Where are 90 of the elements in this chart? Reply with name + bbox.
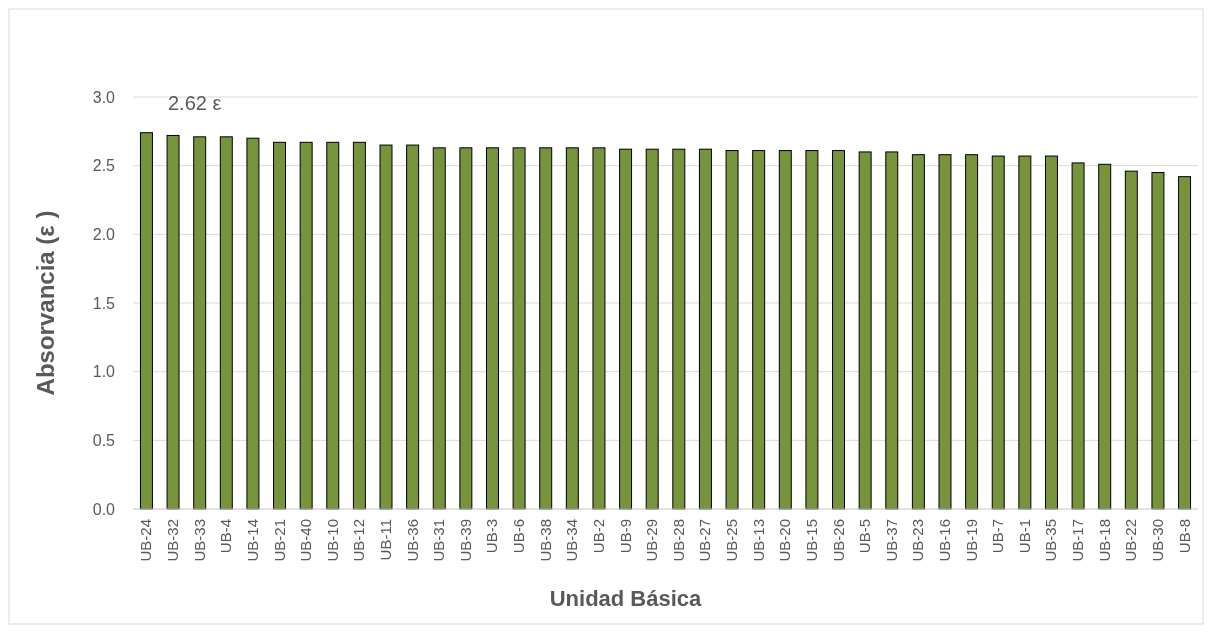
bar xyxy=(725,150,739,510)
bar xyxy=(1151,172,1165,510)
x-tick-label: UB-24 xyxy=(137,519,155,562)
x-tick-label: UB-30 xyxy=(1148,519,1166,562)
bar xyxy=(539,147,553,510)
y-tick-label: 3.0 xyxy=(92,88,116,106)
y-tick-label: 1.0 xyxy=(92,363,116,381)
x-tick-label: UB-16 xyxy=(935,519,953,562)
x-tick-label: UB-37 xyxy=(882,519,900,562)
y-tick-label: 0.5 xyxy=(92,431,116,449)
bar xyxy=(406,144,420,510)
bar xyxy=(672,148,686,510)
bar xyxy=(619,148,633,510)
bar xyxy=(991,155,1005,510)
bar xyxy=(832,150,846,510)
y-axis-title: Absorvancia (ε ) xyxy=(32,210,59,396)
x-tick-label: UB-12 xyxy=(350,519,368,562)
bar xyxy=(193,136,207,510)
x-tick-label: UB-15 xyxy=(802,519,820,562)
bar xyxy=(645,148,659,510)
bar xyxy=(805,150,819,510)
bar xyxy=(326,141,340,510)
bar xyxy=(139,132,153,510)
y-tick-label: 2.0 xyxy=(92,225,116,243)
bar xyxy=(299,141,313,510)
bar xyxy=(1124,170,1138,510)
bar xyxy=(698,148,712,510)
x-tick-label: UB-20 xyxy=(776,519,794,562)
x-tick-label: UB-13 xyxy=(749,519,767,562)
x-tick-label: UB-19 xyxy=(962,519,980,562)
bar xyxy=(1178,176,1192,510)
bar xyxy=(219,136,233,510)
bar xyxy=(565,147,579,510)
x-tick-label: UB-25 xyxy=(723,519,741,562)
bar xyxy=(166,134,180,510)
x-tick-label: UB-27 xyxy=(696,519,714,562)
x-tick-label: UB-14 xyxy=(243,519,261,562)
bar xyxy=(432,147,446,510)
bar xyxy=(965,154,979,510)
x-tick-label: UB-1 xyxy=(1015,519,1033,554)
bar xyxy=(352,141,366,510)
bar xyxy=(273,141,287,510)
x-tick-label: UB-2 xyxy=(589,519,607,554)
x-tick-label: UB-22 xyxy=(1122,519,1140,562)
x-tick-label: UB-26 xyxy=(829,519,847,562)
bar xyxy=(485,147,499,510)
bar xyxy=(752,150,766,510)
bar xyxy=(512,147,526,510)
x-tick-label: UB-17 xyxy=(1069,519,1087,562)
bar xyxy=(1098,163,1112,510)
x-tick-label: UB-33 xyxy=(190,519,208,562)
y-tick-label: 1.5 xyxy=(92,294,116,312)
x-tick-label: UB-38 xyxy=(536,519,554,562)
bar xyxy=(459,147,473,510)
x-tick-label: UB-10 xyxy=(323,519,341,562)
x-tick-label: UB-6 xyxy=(510,519,528,554)
bar xyxy=(1044,155,1058,510)
x-tick-label: UB-18 xyxy=(1095,519,1113,562)
bar xyxy=(1071,162,1085,510)
bar xyxy=(938,154,952,510)
y-tick-label: 0.0 xyxy=(92,500,116,518)
bar xyxy=(858,151,872,510)
x-axis-title: Unidad Básica xyxy=(549,586,703,611)
x-tick-label: UB-34 xyxy=(563,519,581,562)
x-tick-label: UB-36 xyxy=(403,519,421,562)
bar xyxy=(885,151,899,510)
x-tick-label: UB-29 xyxy=(643,519,661,562)
bar xyxy=(246,137,260,510)
x-tick-label: UB-23 xyxy=(909,519,927,562)
annotation: 2.62 ε xyxy=(168,92,222,114)
bar xyxy=(379,144,393,510)
x-tick-label: UB-4 xyxy=(217,519,235,554)
x-tick-label: UB-28 xyxy=(669,519,687,562)
x-tick-label: UB-32 xyxy=(164,519,182,562)
x-tick-label: UB-3 xyxy=(483,519,501,554)
bar xyxy=(911,154,925,510)
x-tick-label: UB-9 xyxy=(616,519,634,554)
x-tick-label: UB-35 xyxy=(1042,519,1060,562)
y-tick-label: 2.5 xyxy=(92,157,116,175)
bar xyxy=(778,150,792,510)
x-tick-label: UB-7 xyxy=(989,519,1007,554)
x-tick-label: UB-31 xyxy=(430,519,448,562)
x-tick-label: UB-5 xyxy=(856,519,874,554)
x-tick-label: UB-40 xyxy=(297,519,315,562)
x-tick-label: UB-8 xyxy=(1175,519,1193,554)
x-tick-label: UB-21 xyxy=(270,519,288,562)
bar xyxy=(592,147,606,510)
x-tick-label: UB-39 xyxy=(456,519,474,562)
bar xyxy=(1018,155,1032,510)
x-tick-label: UB-11 xyxy=(377,519,395,561)
